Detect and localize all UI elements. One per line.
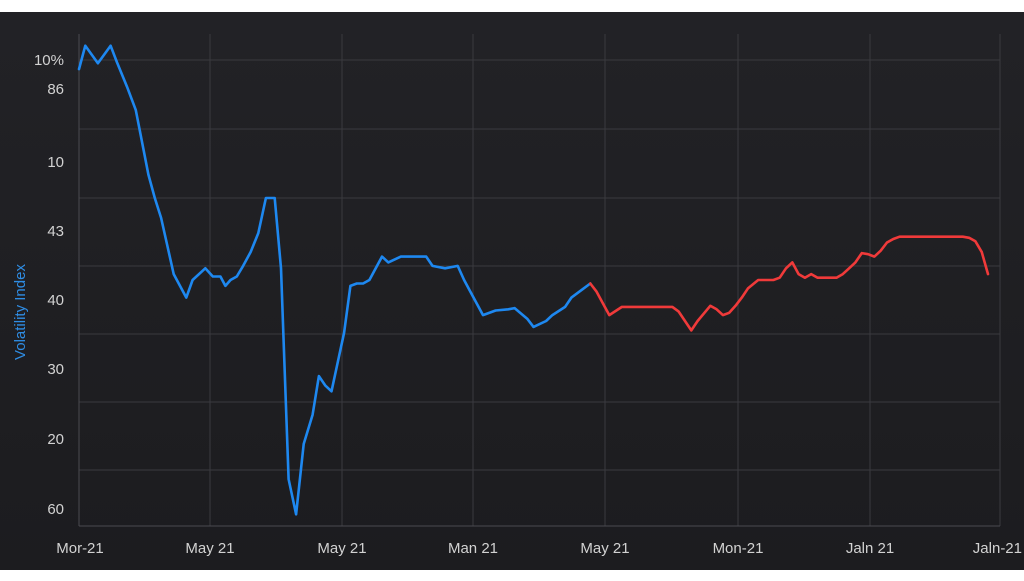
series-line-red [588, 235, 990, 332]
series-lines [77, 44, 990, 516]
y-tick-label: 43 [47, 223, 64, 240]
y-tick-label: 10 [47, 154, 64, 171]
x-tick-labels: Mor-21 May 21 May 21 Man 21 May 21 Mon-21 Jaln… [56, 540, 1022, 557]
x-tick-label: Jaln-21 [973, 540, 1022, 557]
x-tick-label: May 21 [185, 540, 234, 557]
series-line-blue [77, 44, 592, 516]
y-tick-label: 40 [47, 292, 64, 309]
y-tick-label: 30 [47, 361, 64, 378]
x-tick-label: Jaln 21 [846, 540, 894, 557]
x-tick-label: Mon-21 [713, 540, 764, 557]
x-tick-label: Man 21 [448, 540, 498, 557]
line-chart: 10% 86 10 43 40 30 20 60 Mor-21 May 21 May 21 Man … [12, 34, 1022, 557]
x-tick-label: May 21 [580, 540, 629, 557]
x-tick-label: Mor-21 [56, 540, 104, 557]
chart-frame: 10% 86 10 43 40 30 20 60 Mor-21 May 21 May 21 Man … [0, 12, 1024, 570]
y-tick-label: 60 [47, 501, 64, 518]
y-tick-label: 86 [47, 81, 64, 98]
x-tick-label: May 21 [317, 540, 366, 557]
y-tick-label: 10% [34, 52, 64, 69]
y-tick-label: 20 [47, 431, 64, 448]
y-axis-label: Volatility Index [12, 264, 29, 360]
axes [78, 34, 1000, 527]
y-tick-labels: 10% 86 10 43 40 30 20 60 [34, 52, 64, 518]
grid-lines [79, 34, 1001, 526]
